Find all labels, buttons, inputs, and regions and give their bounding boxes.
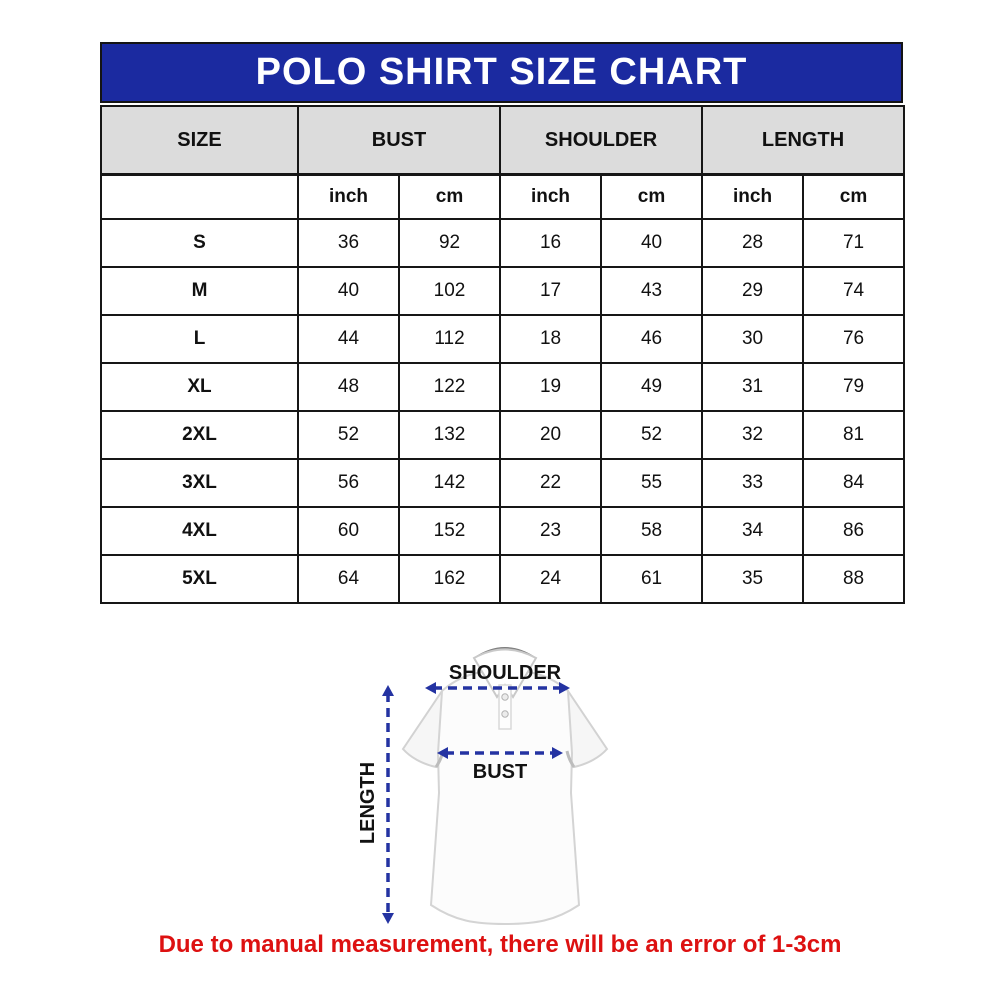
size-label: S [100,218,299,268]
bust-cm-value: 102 [397,266,502,316]
length-cm-value: 88 [802,554,906,604]
size-table: SIZE BUST SHOULDER LENGTH inch cm inch c… [100,105,906,604]
shirt-button-bottom [501,710,509,718]
size-label: XL [100,362,299,412]
unit-empty-cell [100,173,299,220]
length-cm-value: 81 [802,410,906,460]
unit-shoulder-inch: inch [499,173,603,220]
bust-cm-value: 132 [397,410,502,460]
bust-measure-label: BUST [473,761,527,783]
table-row-l: L 44 112 18 46 30 76 [100,314,906,364]
bust-cm-value: 122 [397,362,502,412]
shoulder-cm-value: 61 [600,554,704,604]
size-label: 2XL [100,410,299,460]
table-row-4xl: 4XL 60 152 23 58 34 86 [100,506,906,556]
shoulder-arrowhead-right [559,682,570,694]
shoulder-inch-value: 24 [499,554,603,604]
table-header-row: SIZE BUST SHOULDER LENGTH [100,105,906,176]
shoulder-cm-value: 43 [600,266,704,316]
bust-inch-value: 64 [297,554,400,604]
unit-length-inch: inch [701,173,805,220]
shoulder-cm-value: 52 [600,410,704,460]
length-inch-value: 35 [701,554,805,604]
size-label: 3XL [100,458,299,508]
length-inch-value: 34 [701,506,805,556]
shirt-placket [498,684,512,730]
header-shoulder: SHOULDER [499,105,704,176]
table-row-5xl: 5XL 64 162 24 61 35 88 [100,554,906,604]
header-length: LENGTH [701,105,906,176]
table-row-xl: XL 48 122 19 49 31 79 [100,362,906,412]
length-cm-value: 84 [802,458,906,508]
length-inch-value: 30 [701,314,805,364]
bust-inch-value: 48 [297,362,400,412]
bust-inch-value: 36 [297,218,400,268]
measurement-diagram: SHOULDER BUST LENGTH [340,633,660,943]
bust-arrowhead-right [552,747,563,759]
size-chart-panel: POLO SHIRT SIZE CHART SIZE BUST SHOULDER… [100,42,906,604]
shoulder-cm-value: 58 [600,506,704,556]
size-label: L [100,314,299,364]
shoulder-inch-value: 22 [499,458,603,508]
bust-inch-value: 40 [297,266,400,316]
shoulder-cm-value: 40 [600,218,704,268]
length-inch-value: 31 [701,362,805,412]
header-size: SIZE [100,105,299,176]
bust-arrowhead-left [437,747,448,759]
chart-title-bar: POLO SHIRT SIZE CHART [100,42,903,103]
bust-cm-value: 162 [397,554,502,604]
shoulder-cm-value: 49 [600,362,704,412]
bust-cm-value: 112 [397,314,502,364]
length-cm-value: 71 [802,218,906,268]
table-row-s: S 36 92 16 40 28 71 [100,218,906,268]
shoulder-inch-value: 20 [499,410,603,460]
bust-inch-value: 44 [297,314,400,364]
shoulder-arrowhead-left [425,682,436,694]
bust-inch-value: 56 [297,458,400,508]
shirt-right-underarm-shade [565,750,576,768]
length-inch-value: 32 [701,410,805,460]
length-cm-value: 79 [802,362,906,412]
measurement-error-note: Due to manual measurement, there will be… [158,931,842,958]
size-label: M [100,266,299,316]
bust-cm-value: 92 [397,218,502,268]
length-measure-label: LENGTH [357,762,379,844]
shoulder-inch-value: 17 [499,266,603,316]
shoulder-inch-value: 18 [499,314,603,364]
size-label: 5XL [100,554,299,604]
shoulder-cm-value: 55 [600,458,704,508]
table-row-m: M 40 102 17 43 29 74 [100,266,906,316]
unit-bust-cm: cm [397,173,502,220]
shoulder-cm-value: 46 [600,314,704,364]
length-arrowhead-bottom [382,913,394,924]
length-inch-value: 28 [701,218,805,268]
bust-cm-value: 152 [397,506,502,556]
chart-title: POLO SHIRT SIZE CHART [255,51,748,93]
shoulder-measure-label: SHOULDER [449,662,562,684]
length-cm-value: 74 [802,266,906,316]
unit-bust-inch: inch [297,173,400,220]
unit-length-cm: cm [802,173,906,220]
bust-cm-value: 142 [397,458,502,508]
bust-inch-value: 60 [297,506,400,556]
table-row-3xl: 3XL 56 142 22 55 33 84 [100,458,906,508]
length-cm-value: 86 [802,506,906,556]
shoulder-inch-value: 19 [499,362,603,412]
length-inch-value: 29 [701,266,805,316]
table-row-2xl: 2XL 52 132 20 52 32 81 [100,410,906,460]
polo-shirt-illustration: SHOULDER BUST LENGTH [357,647,609,926]
unit-shoulder-cm: cm [600,173,704,220]
table-unit-row: inch cm inch cm inch cm [100,173,906,220]
header-bust: BUST [296,105,502,176]
length-cm-value: 76 [802,314,906,364]
length-inch-value: 33 [701,458,805,508]
length-arrowhead-top [382,685,394,696]
shoulder-inch-value: 16 [499,218,603,268]
shoulder-inch-value: 23 [499,506,603,556]
bust-inch-value: 52 [297,410,400,460]
size-label: 4XL [100,506,299,556]
shirt-button-top [501,693,509,701]
